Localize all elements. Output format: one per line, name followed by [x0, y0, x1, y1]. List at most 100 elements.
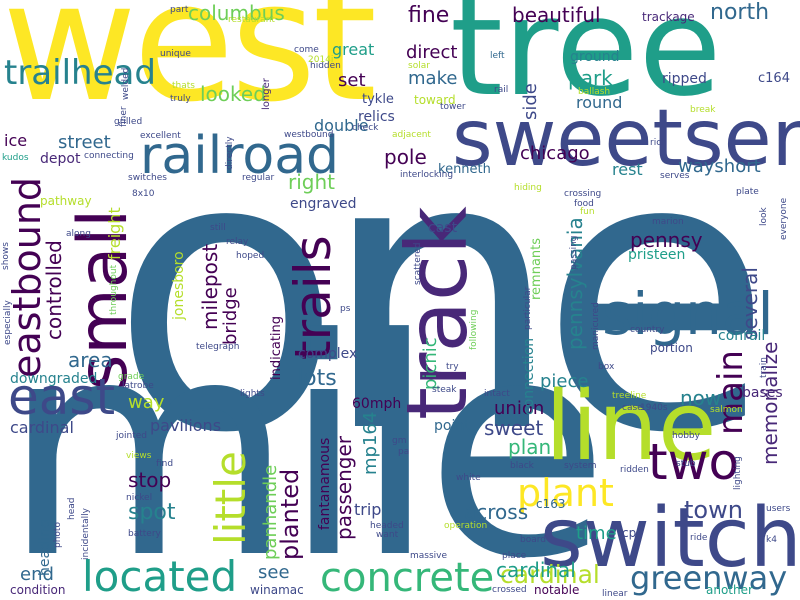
word-portion: portion: [650, 341, 693, 355]
word-scattered: scattered: [413, 242, 423, 286]
word-massive: massive: [410, 551, 448, 561]
word-longer: longer: [261, 78, 272, 110]
word-telegraph: telegraph: [196, 342, 240, 352]
word-see: see: [258, 562, 290, 583]
word-everyone: everyone: [779, 197, 789, 240]
word-crossing: crossing: [564, 189, 602, 199]
word-steak: steak: [432, 385, 457, 395]
word-fine: fine: [408, 3, 450, 28]
word-unique: unique: [160, 49, 191, 59]
word-passenger: passenger: [332, 436, 356, 540]
word-lights: lights: [240, 389, 265, 399]
word-kenneth: kenneth: [438, 162, 491, 177]
word-depot: depot: [40, 151, 81, 167]
word-two: two: [648, 433, 740, 491]
word-linear: linear: [602, 589, 628, 599]
word-make: make: [408, 68, 458, 89]
word-kudos: kudos: [2, 153, 29, 163]
word-ridden: ridden: [620, 465, 649, 475]
word-railroad: railroad: [140, 126, 340, 186]
word-stop: stop: [128, 468, 172, 492]
word-latrobe: latrobe: [122, 381, 154, 391]
word-box: box: [598, 362, 615, 372]
word-grade: grade: [118, 372, 145, 382]
word-located: located: [82, 552, 238, 600]
word-try: try: [446, 362, 459, 372]
word-shows: shows: [1, 242, 11, 270]
word-chicago: chicago: [520, 143, 590, 164]
word-users: users: [766, 504, 791, 514]
word-great: great: [332, 40, 375, 59]
word-relay: relay: [226, 237, 249, 247]
word-cardinal-1: cardinal: [500, 560, 600, 589]
word-winamac: winamac: [250, 583, 304, 597]
word-beautiful: beautiful: [512, 3, 601, 27]
word-black: black: [510, 461, 534, 471]
word-white: white: [456, 473, 481, 483]
word-trackage: trackage: [642, 10, 695, 24]
word-sweet: sweet: [484, 416, 544, 440]
word-photo: photo: [53, 522, 63, 548]
word-treeline: treeline: [612, 391, 647, 401]
word-concrete: concrete: [320, 555, 495, 600]
word-connection: connection: [521, 337, 537, 415]
word-board: board: [520, 535, 546, 545]
word-directly: directly: [225, 136, 235, 170]
word-sweetser: sweetser: [452, 94, 800, 184]
word-salmon: salmon: [710, 405, 743, 415]
word-direct: direct: [406, 42, 458, 63]
word-ice: ice: [4, 131, 28, 150]
word-serves: serves: [660, 171, 690, 181]
word-columbus: columbus: [188, 1, 285, 25]
word-north: north: [710, 0, 770, 25]
word-check: check: [352, 123, 379, 133]
word-case: case: [622, 403, 643, 413]
word-end: end: [20, 564, 54, 585]
word-nickel: nickel: [126, 493, 153, 503]
word-c163: c163: [536, 497, 566, 511]
word-wayshort: wayshort: [678, 156, 761, 177]
word-food: food: [574, 199, 594, 209]
word-plant: plant: [517, 471, 614, 515]
word-tower: tower: [440, 102, 466, 112]
word-right: right: [288, 170, 335, 194]
word-thats: thats: [172, 81, 195, 91]
word-still: still: [210, 223, 226, 233]
word-incidentally: incidentally: [81, 508, 91, 560]
word-following: following: [469, 309, 479, 350]
word-piece: piece: [540, 371, 589, 392]
word-want: want: [376, 530, 399, 540]
word-downgraded: downgraded: [10, 371, 98, 387]
word-place: place: [502, 551, 527, 561]
word-jointed: jointed: [116, 431, 147, 441]
word-2014i: 2014i: [308, 55, 334, 65]
word-plate: plate: [736, 187, 759, 197]
word-hoped: hoped: [236, 251, 265, 261]
word-line: line: [545, 372, 717, 482]
word-particular: particular: [523, 286, 533, 330]
word-toward: toward: [414, 93, 456, 107]
word-cp: cp: [622, 526, 637, 540]
word-east: east: [8, 368, 116, 426]
word-double: double: [314, 116, 369, 135]
word-round: round: [576, 93, 623, 112]
word-signal: signal: [602, 280, 774, 348]
word-now: now: [680, 386, 722, 410]
word-trip: trip: [354, 500, 382, 519]
word-interlocking: interlocking: [400, 170, 454, 180]
word-way: way: [128, 392, 165, 413]
word-grilled: grilled: [114, 117, 143, 127]
word-pa: pa: [398, 447, 410, 457]
word-c164: c164: [758, 71, 790, 86]
word-headed: headed: [370, 521, 404, 531]
word-freight: freight: [105, 207, 124, 260]
word-pristeen: pristeen: [628, 247, 686, 263]
word-milepost: milepost: [198, 243, 222, 330]
word-cast: cast: [428, 220, 458, 236]
word-side: side: [520, 83, 541, 120]
word-town: town: [684, 496, 743, 524]
word-manicured: manicured: [591, 302, 601, 350]
word-ps: ps: [340, 304, 351, 314]
word-welded: welded: [121, 67, 131, 100]
word-point: point: [434, 418, 470, 434]
